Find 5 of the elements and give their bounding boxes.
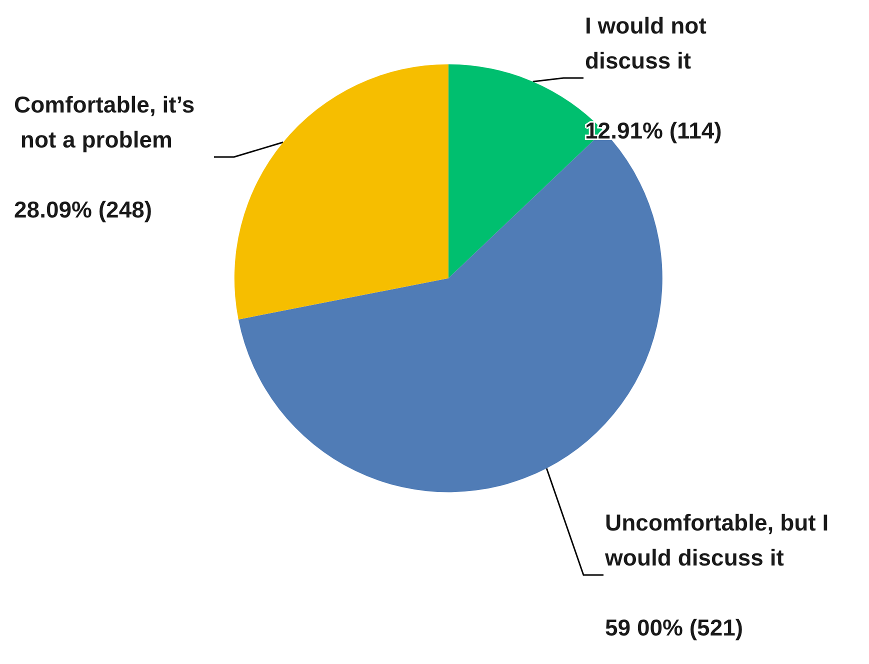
data-label: 59 00% (521) [605, 614, 744, 640]
slice-label: Comfortable, it’s not a problem [14, 92, 195, 152]
data-label: 28.09% (248) [14, 196, 152, 222]
slice-label: I would not discuss it [585, 12, 713, 74]
slice-label: Uncomfortable, but I would discuss it [604, 510, 835, 570]
